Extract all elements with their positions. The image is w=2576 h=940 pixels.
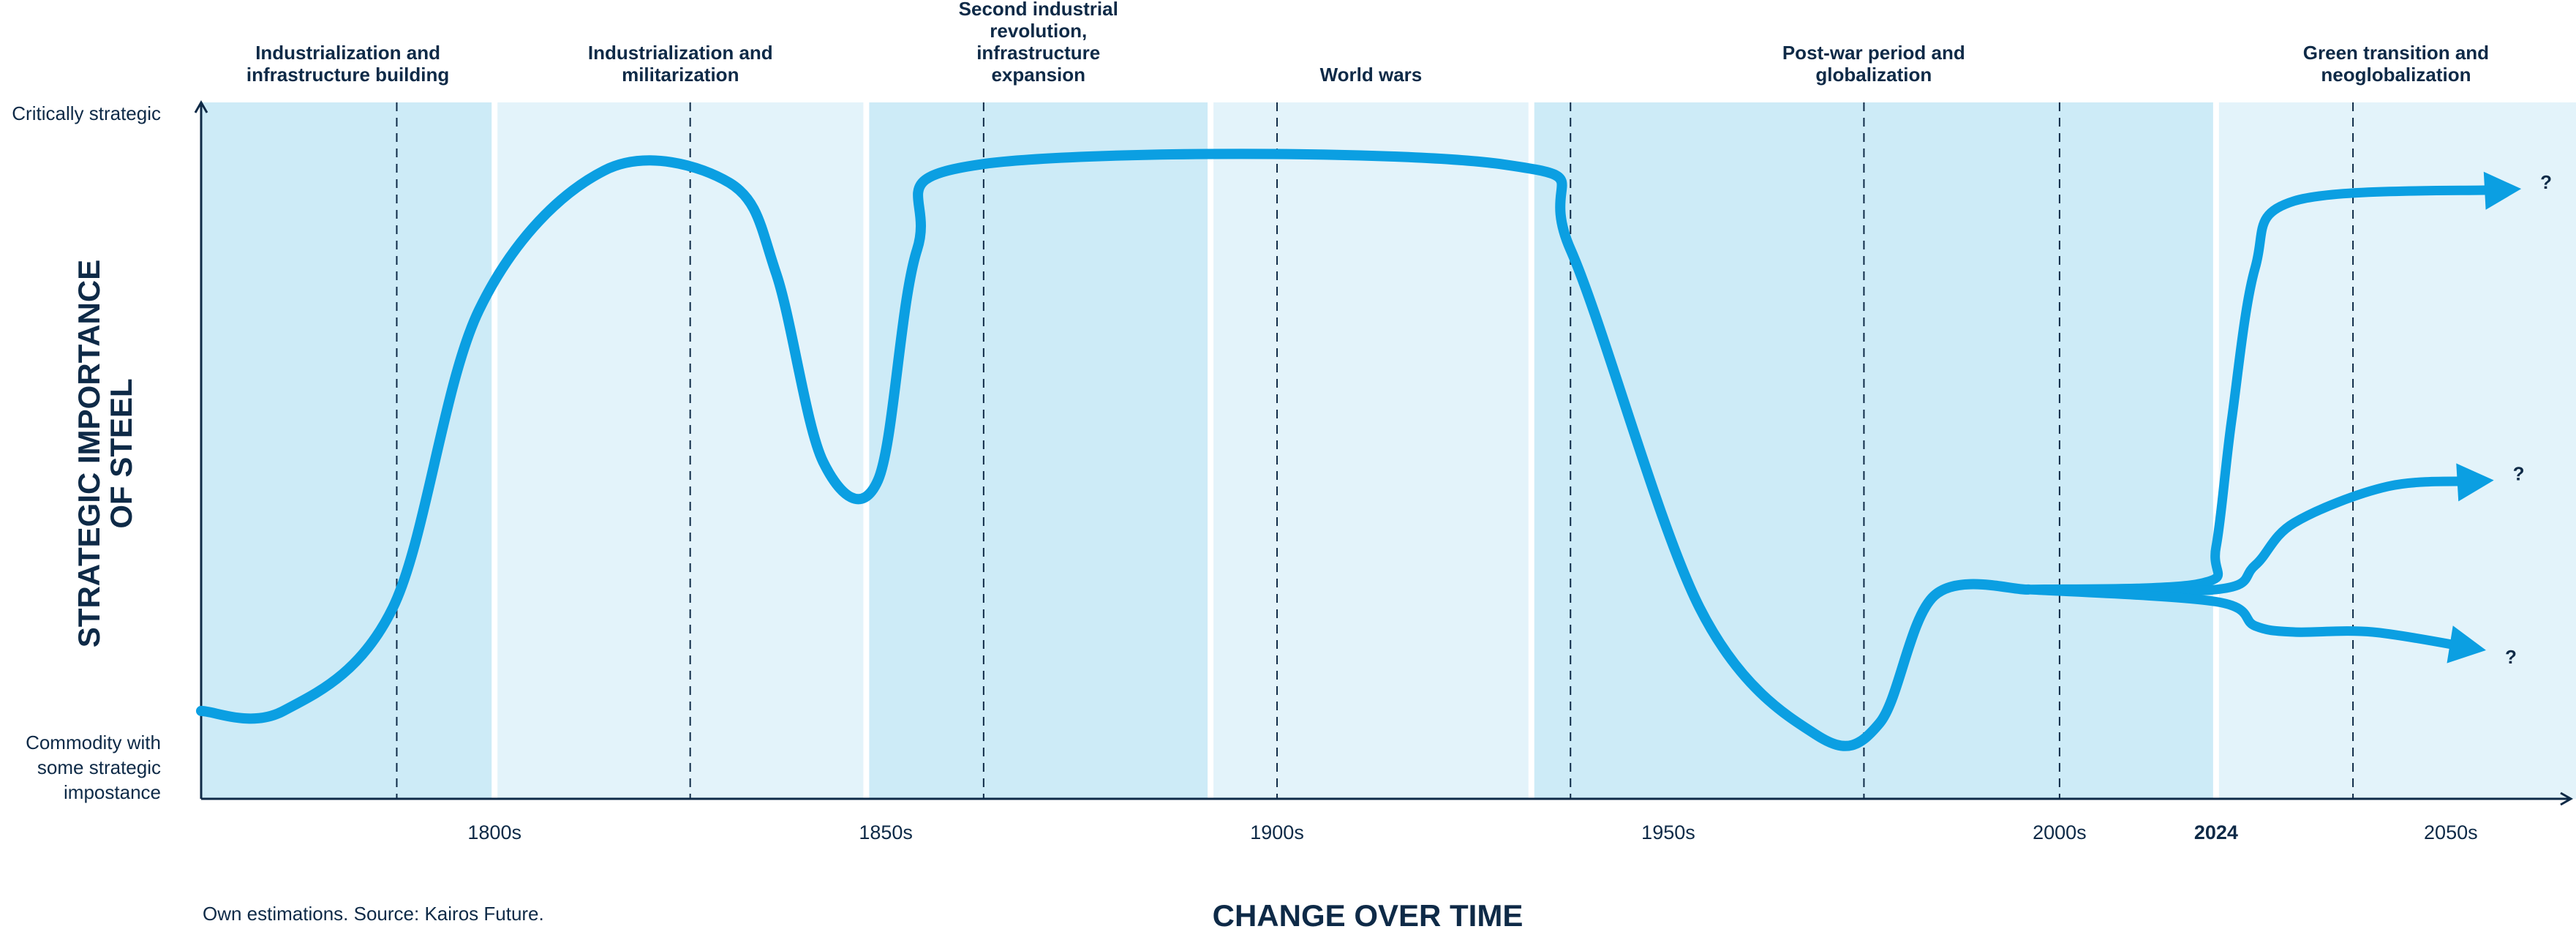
x-tick-label: 1800s	[467, 821, 521, 843]
scenario-arrowhead-2-icon	[2456, 463, 2494, 502]
period-band-2	[494, 102, 867, 799]
band-gap	[2212, 102, 2219, 799]
y-category-top: Critically strategic	[12, 102, 161, 124]
period-bands	[201, 102, 2576, 799]
scenario-line-1	[2023, 184, 2510, 595]
band-gap	[1208, 102, 1214, 799]
x-tick-label: 2000s	[2033, 821, 2087, 843]
period-band-4	[1210, 102, 1532, 799]
period-label-2: Industrialization and	[588, 42, 773, 64]
y-axis-title-line: STRATEGIC IMPORTANCE	[72, 260, 106, 647]
y-category-bottom: some strategic	[37, 756, 161, 778]
band-gap	[492, 102, 498, 799]
period-label-6: neoglobalization	[2321, 64, 2471, 86]
axes	[194, 99, 2574, 806]
x-tick-label: 2050s	[2424, 821, 2478, 843]
period-label-6: Green transition and	[2303, 42, 2489, 64]
band-gap	[863, 102, 870, 799]
scenario-line-3	[2023, 584, 2475, 653]
main-series-line	[196, 148, 2034, 751]
x-axis-title: CHANGE OVER TIME	[1213, 898, 1524, 933]
period-label-5: Post-war period and	[1782, 42, 1965, 64]
scenario-label-2: ?	[2513, 463, 2525, 485]
period-label-3: expansion	[991, 64, 1085, 86]
steel-importance-curve	[196, 148, 2522, 751]
x-tick-label: 1900s	[1250, 821, 1304, 843]
period-band-1	[201, 102, 495, 799]
period-label-4: World wars	[1320, 64, 1423, 86]
scenario-label-3: ?	[2505, 646, 2517, 668]
x-tick-label: 1950s	[1641, 821, 1695, 843]
dashed-separators	[396, 102, 2354, 799]
y-axis-title-line: OF STEEL	[104, 378, 138, 528]
period-band-6	[2215, 102, 2576, 799]
period-label-2: militarization	[622, 64, 739, 86]
period-label-3: revolution,	[990, 20, 1087, 42]
period-label-3: Second industrial	[959, 0, 1118, 20]
band-gap	[1528, 102, 1534, 799]
x-tick-label: 1850s	[859, 821, 913, 843]
y-category-bottom: Commodity with	[26, 732, 161, 753]
source-note: Own estimations. Source: Kairos Future.	[203, 903, 544, 925]
scenario-arrowhead-3-icon	[2447, 625, 2486, 663]
y-axis-arrow-icon	[194, 99, 208, 113]
x-tick-label: 2024	[2194, 821, 2238, 843]
x-axis-arrow-icon	[2560, 792, 2574, 806]
y-category-bottom: impostance	[64, 781, 161, 803]
period-label-1: Industrialization and	[255, 42, 440, 64]
period-label-1: infrastructure building	[246, 64, 449, 86]
scenario-label-1: ?	[2540, 171, 2552, 193]
period-band-5	[1531, 102, 2216, 799]
period-label-5: globalization	[1815, 64, 1932, 86]
period-label-3: infrastructure	[976, 42, 1100, 64]
scenario-arrowhead-1-icon	[2483, 171, 2522, 210]
